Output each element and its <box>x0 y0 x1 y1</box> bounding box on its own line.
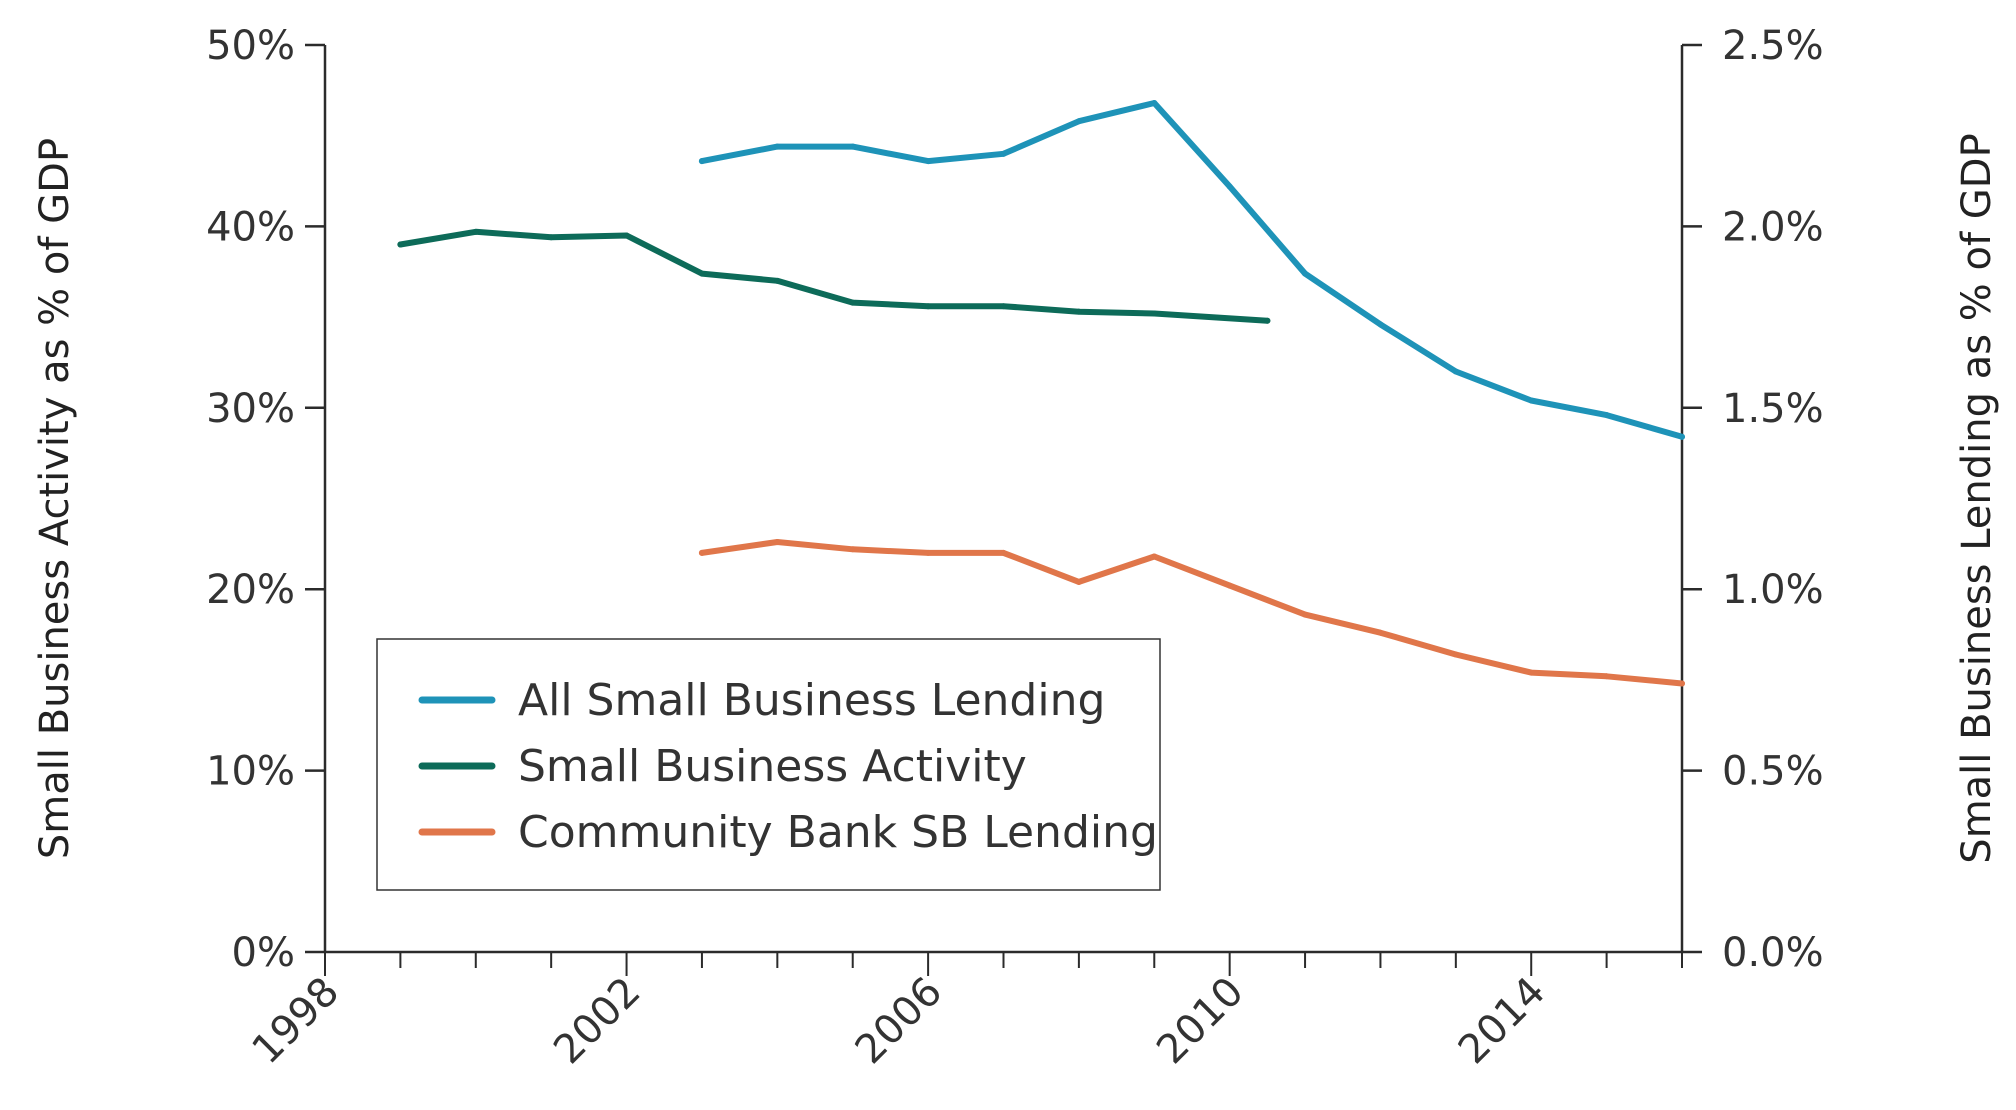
legend-label: Small Business Activity <box>518 741 1027 792</box>
y-left-tick-label: 50% <box>206 23 295 69</box>
y-right-tick-label: 0.5% <box>1722 749 1824 795</box>
data-point <box>1000 549 1007 556</box>
y-left-tick-label: 20% <box>206 567 295 613</box>
data-point <box>1377 321 1384 328</box>
series-group <box>397 100 1685 687</box>
data-point <box>1151 310 1158 317</box>
y-left-tick-label: 0% <box>232 930 295 976</box>
y-right-tick-label: 1.5% <box>1722 386 1824 432</box>
data-point <box>925 549 932 556</box>
x-tick-label: 2010 <box>1148 969 1253 1074</box>
data-point <box>472 228 479 235</box>
y-left-tick-label: 40% <box>206 204 295 250</box>
y-right-tick-label: 1.0% <box>1722 567 1824 613</box>
data-point <box>698 270 705 277</box>
x-tick-label: 2002 <box>545 969 650 1074</box>
x-tick-label: 1998 <box>244 969 349 1074</box>
data-point <box>1151 100 1158 107</box>
data-point <box>698 158 705 165</box>
data-point <box>1075 308 1082 315</box>
data-point <box>1452 368 1459 375</box>
data-point <box>925 303 932 310</box>
y-axis-title-left: Small Business Activity as % of GDP <box>32 138 78 859</box>
data-point <box>1075 118 1082 125</box>
data-point <box>1603 412 1610 419</box>
data-point <box>698 549 705 556</box>
data-point <box>1151 553 1158 560</box>
x-tick-label: 2014 <box>1450 969 1555 1074</box>
data-point <box>1264 317 1271 324</box>
data-point <box>1603 673 1610 680</box>
legend: All Small Business Lending Small Business… <box>376 638 1161 891</box>
data-point <box>1000 303 1007 310</box>
x-tick-label: 2006 <box>847 969 952 1074</box>
data-point <box>849 143 856 150</box>
data-point <box>1452 651 1459 658</box>
data-point <box>623 232 630 239</box>
y-right-tick-label: 2.0% <box>1722 204 1824 250</box>
data-point <box>1679 680 1685 687</box>
series-line-1 <box>397 228 1271 324</box>
data-point <box>774 277 781 284</box>
y-left-tick-label: 30% <box>206 386 295 432</box>
y-right-tick-label: 2.5% <box>1722 23 1824 69</box>
data-point <box>1226 183 1233 190</box>
axes: 1998 2002 2006 2010 2014 0% 10% 20% 30% 40% 50% 0.0… <box>206 23 1824 1073</box>
data-point <box>1377 629 1384 636</box>
data-point <box>548 234 555 241</box>
data-point <box>849 299 856 306</box>
data-point <box>1528 669 1535 676</box>
data-point <box>1302 611 1309 618</box>
data-point <box>774 539 781 546</box>
y-right-tick-label: 0.0% <box>1722 930 1824 976</box>
data-point <box>1302 270 1309 277</box>
series-line-0 <box>698 100 1685 440</box>
data-point <box>1226 582 1233 589</box>
y-left-tick-label: 10% <box>206 749 295 795</box>
legend-label: Community Bank SB Lending <box>518 807 1158 858</box>
legend-label: All Small Business Lending <box>518 675 1105 726</box>
data-point <box>849 546 856 553</box>
data-point <box>1075 578 1082 585</box>
data-point <box>774 143 781 150</box>
data-point <box>1528 397 1535 404</box>
data-point <box>925 158 932 165</box>
y-axis-title-right: Small Business Lending as % of GDP <box>1954 133 2000 863</box>
data-point <box>1679 433 1685 440</box>
data-point <box>397 241 404 248</box>
series-line-2 <box>698 539 1685 687</box>
data-point <box>1000 150 1007 157</box>
legend-box <box>376 638 1161 891</box>
